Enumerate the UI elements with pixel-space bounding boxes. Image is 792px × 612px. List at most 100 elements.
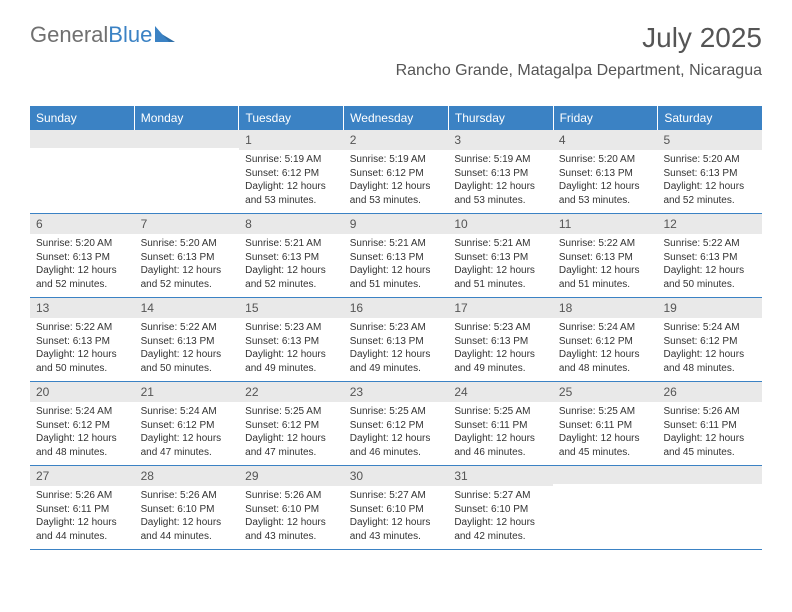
daylight-text: Daylight: 12 hours and 51 minutes. (350, 264, 443, 291)
day-details: Sunrise: 5:20 AMSunset: 6:13 PMDaylight:… (553, 150, 658, 213)
calendar-cell: 8Sunrise: 5:21 AMSunset: 6:13 PMDaylight… (239, 214, 344, 297)
day-details: Sunrise: 5:24 AMSunset: 6:12 PMDaylight:… (135, 402, 240, 465)
sunrise-text: Sunrise: 5:22 AM (559, 237, 652, 251)
sunrise-text: Sunrise: 5:19 AM (245, 153, 338, 167)
day-details: Sunrise: 5:24 AMSunset: 6:12 PMDaylight:… (553, 318, 658, 381)
daylight-text: Daylight: 12 hours and 48 minutes. (36, 432, 129, 459)
daylight-text: Daylight: 12 hours and 53 minutes. (454, 180, 547, 207)
day-header: Friday (554, 106, 659, 130)
calendar-cell: 1Sunrise: 5:19 AMSunset: 6:12 PMDaylight… (239, 130, 344, 213)
daylight-text: Daylight: 12 hours and 49 minutes. (454, 348, 547, 375)
day-number (135, 130, 240, 148)
logo-text-2: Blue (108, 22, 152, 48)
daylight-text: Daylight: 12 hours and 44 minutes. (141, 516, 234, 543)
day-header: Thursday (449, 106, 554, 130)
sunrise-text: Sunrise: 5:23 AM (245, 321, 338, 335)
day-details: Sunrise: 5:26 AMSunset: 6:11 PMDaylight:… (30, 486, 135, 549)
calendar-week: 1Sunrise: 5:19 AMSunset: 6:12 PMDaylight… (30, 130, 762, 214)
calendar-cell: 3Sunrise: 5:19 AMSunset: 6:13 PMDaylight… (448, 130, 553, 213)
day-details: Sunrise: 5:19 AMSunset: 6:12 PMDaylight:… (344, 150, 449, 213)
sunrise-text: Sunrise: 5:22 AM (141, 321, 234, 335)
day-number: 14 (135, 298, 240, 318)
calendar-cell: 14Sunrise: 5:22 AMSunset: 6:13 PMDayligh… (135, 298, 240, 381)
day-details: Sunrise: 5:22 AMSunset: 6:13 PMDaylight:… (657, 234, 762, 297)
daylight-text: Daylight: 12 hours and 50 minutes. (36, 348, 129, 375)
daylight-text: Daylight: 12 hours and 46 minutes. (454, 432, 547, 459)
sunrise-text: Sunrise: 5:26 AM (663, 405, 756, 419)
day-number: 1 (239, 130, 344, 150)
day-details: Sunrise: 5:22 AMSunset: 6:13 PMDaylight:… (30, 318, 135, 381)
sunset-text: Sunset: 6:13 PM (350, 251, 443, 265)
sunset-text: Sunset: 6:13 PM (454, 335, 547, 349)
day-details: Sunrise: 5:23 AMSunset: 6:13 PMDaylight:… (344, 318, 449, 381)
sunset-text: Sunset: 6:11 PM (663, 419, 756, 433)
sunrise-text: Sunrise: 5:26 AM (245, 489, 338, 503)
calendar-cell: 18Sunrise: 5:24 AMSunset: 6:12 PMDayligh… (553, 298, 658, 381)
day-details: Sunrise: 5:20 AMSunset: 6:13 PMDaylight:… (30, 234, 135, 297)
day-details: Sunrise: 5:25 AMSunset: 6:11 PMDaylight:… (448, 402, 553, 465)
day-number: 9 (344, 214, 449, 234)
day-details: Sunrise: 5:21 AMSunset: 6:13 PMDaylight:… (239, 234, 344, 297)
sunrise-text: Sunrise: 5:21 AM (454, 237, 547, 251)
daylight-text: Daylight: 12 hours and 52 minutes. (245, 264, 338, 291)
day-number: 23 (344, 382, 449, 402)
calendar-cell (657, 466, 762, 549)
sunset-text: Sunset: 6:13 PM (663, 251, 756, 265)
sunrise-text: Sunrise: 5:21 AM (350, 237, 443, 251)
calendar-cell: 12Sunrise: 5:22 AMSunset: 6:13 PMDayligh… (657, 214, 762, 297)
sunset-text: Sunset: 6:11 PM (454, 419, 547, 433)
daylight-text: Daylight: 12 hours and 52 minutes. (36, 264, 129, 291)
calendar-cell: 20Sunrise: 5:24 AMSunset: 6:12 PMDayligh… (30, 382, 135, 465)
calendar-cell: 23Sunrise: 5:25 AMSunset: 6:12 PMDayligh… (344, 382, 449, 465)
calendar-cell: 2Sunrise: 5:19 AMSunset: 6:12 PMDaylight… (344, 130, 449, 213)
sunrise-text: Sunrise: 5:20 AM (141, 237, 234, 251)
day-details: Sunrise: 5:21 AMSunset: 6:13 PMDaylight:… (448, 234, 553, 297)
day-details: Sunrise: 5:26 AMSunset: 6:10 PMDaylight:… (239, 486, 344, 549)
sunrise-text: Sunrise: 5:22 AM (36, 321, 129, 335)
calendar-cell: 22Sunrise: 5:25 AMSunset: 6:12 PMDayligh… (239, 382, 344, 465)
day-number: 20 (30, 382, 135, 402)
sunset-text: Sunset: 6:13 PM (454, 167, 547, 181)
day-number: 6 (30, 214, 135, 234)
sunrise-text: Sunrise: 5:27 AM (454, 489, 547, 503)
calendar-cell: 27Sunrise: 5:26 AMSunset: 6:11 PMDayligh… (30, 466, 135, 549)
calendar: Sunday Monday Tuesday Wednesday Thursday… (30, 106, 762, 550)
day-number: 28 (135, 466, 240, 486)
sunset-text: Sunset: 6:12 PM (245, 167, 338, 181)
calendar-cell: 16Sunrise: 5:23 AMSunset: 6:13 PMDayligh… (344, 298, 449, 381)
daylight-text: Daylight: 12 hours and 53 minutes. (350, 180, 443, 207)
sunrise-text: Sunrise: 5:26 AM (141, 489, 234, 503)
day-number (657, 466, 762, 484)
sunrise-text: Sunrise: 5:25 AM (350, 405, 443, 419)
calendar-cell (30, 130, 135, 213)
calendar-cell (553, 466, 658, 549)
page-title: July 2025 (396, 22, 762, 54)
calendar-week: 27Sunrise: 5:26 AMSunset: 6:11 PMDayligh… (30, 466, 762, 550)
day-number: 19 (657, 298, 762, 318)
day-details: Sunrise: 5:26 AMSunset: 6:10 PMDaylight:… (135, 486, 240, 549)
day-details: Sunrise: 5:26 AMSunset: 6:11 PMDaylight:… (657, 402, 762, 465)
calendar-cell: 19Sunrise: 5:24 AMSunset: 6:12 PMDayligh… (657, 298, 762, 381)
day-details: Sunrise: 5:19 AMSunset: 6:13 PMDaylight:… (448, 150, 553, 213)
day-header-row: Sunday Monday Tuesday Wednesday Thursday… (30, 106, 762, 130)
day-number (30, 130, 135, 148)
day-details: Sunrise: 5:25 AMSunset: 6:11 PMDaylight:… (553, 402, 658, 465)
day-details: Sunrise: 5:22 AMSunset: 6:13 PMDaylight:… (135, 318, 240, 381)
daylight-text: Daylight: 12 hours and 49 minutes. (245, 348, 338, 375)
calendar-cell: 29Sunrise: 5:26 AMSunset: 6:10 PMDayligh… (239, 466, 344, 549)
calendar-cell: 9 Sunrise: 5:21 AMSunset: 6:13 PMDaylight… (344, 214, 449, 297)
daylight-text: Daylight: 12 hours and 42 minutes. (454, 516, 547, 543)
day-number: 7 (135, 214, 240, 234)
day-details: Sunrise: 5:20 AMSunset: 6:13 PMDaylight:… (135, 234, 240, 297)
calendar-cell: 15Sunrise: 5:23 AMSunset: 6:13 PMDayligh… (239, 298, 344, 381)
calendar-cell: 30Sunrise: 5:27 AMSunset: 6:10 PMDayligh… (344, 466, 449, 549)
sunset-text: Sunset: 6:12 PM (350, 167, 443, 181)
calendar-cell: 5Sunrise: 5:20 AMSunset: 6:13 PMDaylight… (657, 130, 762, 213)
calendar-week: 20Sunrise: 5:24 AMSunset: 6:12 PMDayligh… (30, 382, 762, 466)
logo-triangle-icon (155, 22, 175, 48)
sunset-text: Sunset: 6:11 PM (36, 503, 129, 517)
day-header: Wednesday (344, 106, 449, 130)
calendar-cell: 25Sunrise: 5:25 AMSunset: 6:11 PMDayligh… (553, 382, 658, 465)
sunset-text: Sunset: 6:12 PM (663, 335, 756, 349)
day-details: Sunrise: 5:19 AMSunset: 6:12 PMDaylight:… (239, 150, 344, 213)
